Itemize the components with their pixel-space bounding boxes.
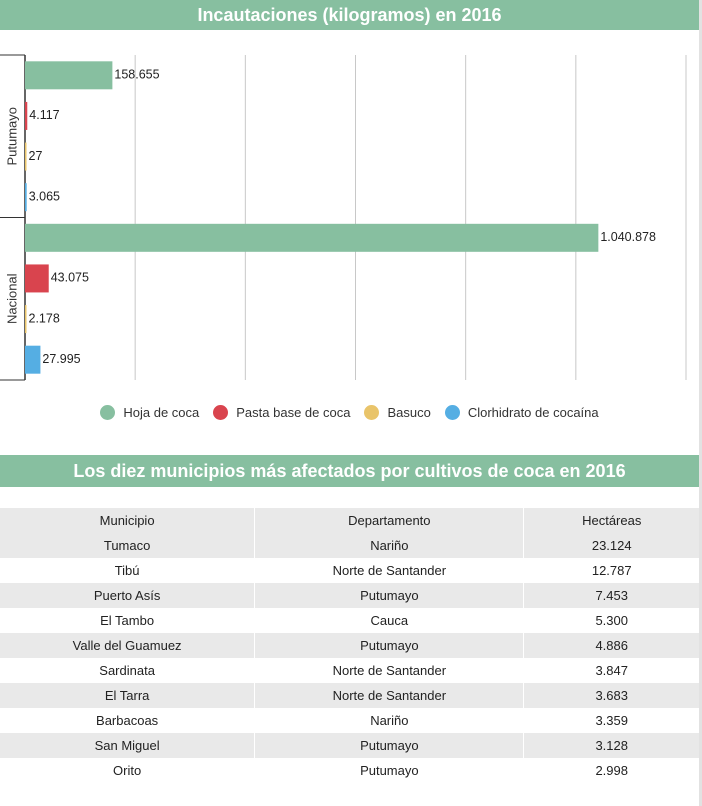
bar (25, 305, 27, 334)
cell-departamento: Norte de Santander (254, 683, 525, 708)
data-label: 2.178 (29, 311, 60, 325)
cell-departamento: Nariño (254, 533, 525, 558)
legend-swatch (444, 404, 460, 420)
cell-hectareas: 23.124 (591, 538, 632, 553)
cell-hectareas: 4.886 (595, 638, 628, 653)
municipalities-table: Municipio Departamento Hectáreas Tumaco N… (0, 508, 699, 783)
table-header-row: Municipio Departamento Hectáreas (0, 508, 699, 533)
cell-departamento: Putumayo (254, 583, 525, 608)
table-row: Orito Putumayo 2.998 (0, 758, 699, 783)
bar (25, 223, 599, 252)
cell-hectareas: 2.998 (595, 763, 628, 778)
legend-label: Hoja de coca (123, 404, 200, 420)
cell-departamento: Putumayo (254, 733, 525, 758)
seizures-bar-chart: Putumayo 158.655 4.117 27 3.065 Nacional 1.040… (0, 54, 687, 381)
legend-item[interactable]: Basuco (364, 404, 431, 420)
cell-hectareas: 3.683 (595, 688, 628, 703)
cell-hectareas: 3.847 (595, 663, 628, 678)
legend-label: Clorhidrato de cocaína (467, 404, 599, 420)
data-label: 1.040.878 (600, 230, 656, 244)
bar (25, 264, 49, 293)
chart-legend: Hoja de coca Pasta base de coca Basuco Clor… (0, 403, 699, 420)
data-label: 43.075 (51, 271, 89, 285)
cell-municipio: Tibú (0, 558, 256, 583)
table-row: Puerto Asís Putumayo 7.453 (0, 583, 699, 608)
cell-departamento: Norte de Santander (254, 658, 525, 683)
cell-municipio: Puerto Asís (0, 583, 256, 608)
legend-swatch (364, 404, 380, 420)
page-edge-divider (699, 0, 702, 806)
bar (25, 142, 27, 171)
table-row: San Miguel Putumayo 3.128 (0, 733, 699, 758)
bar (25, 101, 28, 130)
category-label: Nacional (4, 273, 19, 324)
cell-departamento: Cauca (254, 608, 525, 633)
cell-hectareas: 7.453 (595, 588, 628, 603)
cell-hectareas: 3.128 (595, 738, 628, 753)
table-row: El Tarra Norte de Santander 3.683 (0, 683, 699, 708)
cell-municipio: Orito (0, 758, 256, 783)
table-row: Tibú Norte de Santander 12.787 (0, 558, 699, 583)
legend-swatch (213, 404, 229, 420)
legend-label: Pasta base de coca (236, 404, 351, 420)
bar (25, 345, 41, 374)
table-row: El Tambo Cauca 5.300 (0, 608, 699, 633)
column-header-municipio: Municipio (0, 508, 256, 533)
cell-municipio: Valle del Guamuez (0, 633, 256, 658)
chart-title: Incautaciones (kilogramos) en 2016 (0, 0, 699, 30)
data-label: 27 (29, 149, 43, 163)
legend-label: Basuco (387, 404, 431, 420)
cell-municipio: Sardinata (0, 658, 256, 683)
cell-departamento: Norte de Santander (254, 558, 525, 583)
cell-hectareas: 12.787 (591, 563, 632, 578)
table-row: Valle del Guamuez Putumayo 4.886 (0, 633, 699, 658)
column-header-hectareas: Hectáreas (582, 513, 642, 528)
bar (25, 183, 27, 212)
cell-municipio: El Tarra (0, 683, 256, 708)
cell-municipio: Barbacoas (0, 708, 256, 733)
cell-departamento: Nariño (254, 708, 525, 733)
cell-hectareas: 5.300 (595, 613, 628, 628)
cell-hectareas: 3.359 (595, 713, 628, 728)
cell-municipio: El Tambo (0, 608, 256, 633)
bar (25, 61, 113, 90)
data-label: 4.117 (29, 108, 59, 122)
data-label: 158.655 (114, 68, 159, 82)
cell-departamento: Putumayo (254, 758, 525, 783)
legend-item[interactable]: Pasta base de coca (213, 404, 350, 420)
cell-municipio: San Miguel (0, 733, 256, 758)
table-title: Los diez municipios más afectados por cu… (0, 455, 699, 487)
data-label: 27.995 (42, 352, 80, 366)
cell-municipio: Tumaco (0, 533, 256, 558)
column-header-departamento: Departamento (254, 508, 525, 533)
cell-departamento: Putumayo (254, 633, 525, 658)
legend-item[interactable]: Clorhidrato de cocaína (444, 404, 599, 420)
table-row: Sardinata Norte de Santander 3.847 (0, 658, 699, 683)
table-row: Tumaco Nariño 23.124 (0, 533, 699, 558)
legend-swatch (100, 404, 116, 420)
data-label: 3.065 (29, 189, 60, 203)
category-label: Putumayo (4, 107, 19, 166)
table-row: Barbacoas Nariño 3.359 (0, 708, 699, 733)
legend-item[interactable]: Hoja de coca (100, 404, 199, 420)
